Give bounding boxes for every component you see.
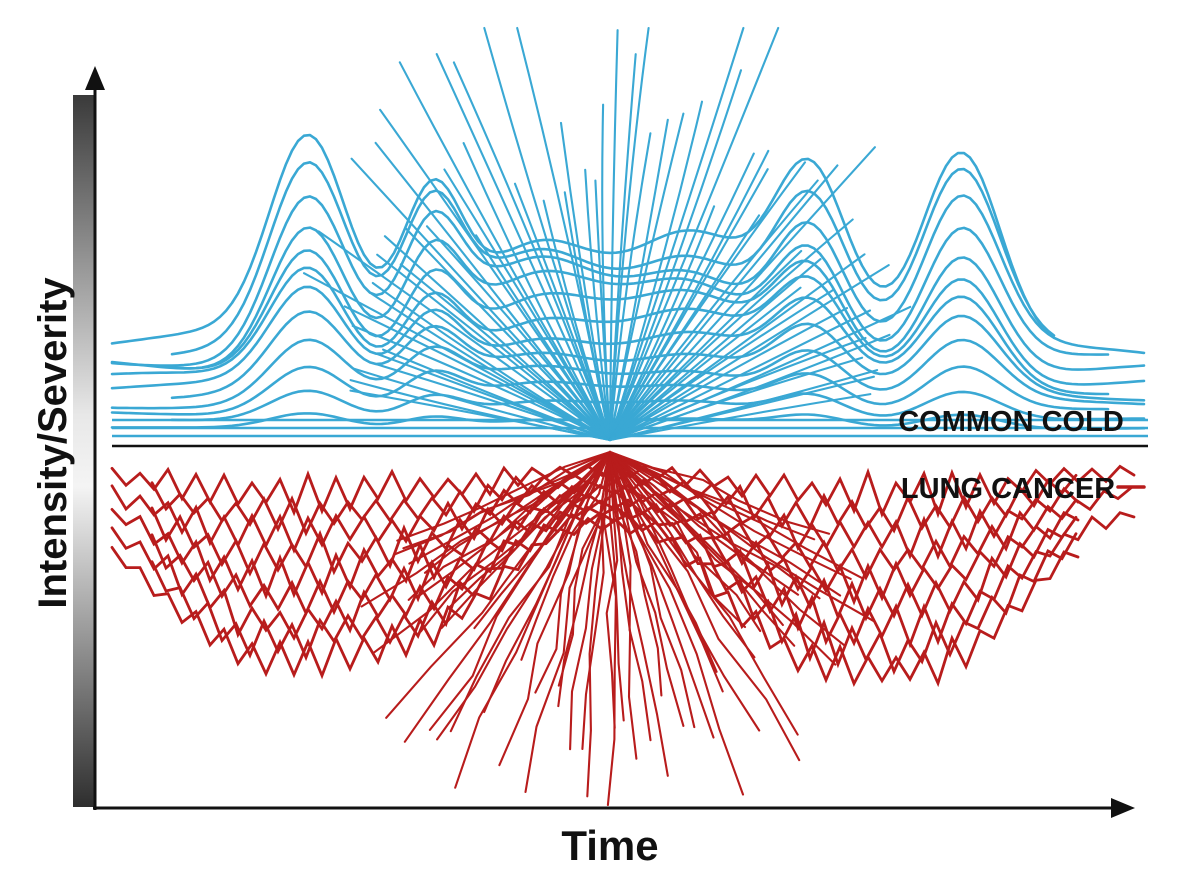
cold-wave-line [110,226,1110,370]
cold-ray [475,234,612,442]
cancer-ray [449,450,612,733]
series-label-lung-cancer: LUNG CANCER [901,473,1115,505]
cold-ray [608,179,819,442]
cold-wave-line [110,133,1056,345]
cancer-ray [608,450,842,597]
cold-ray [404,227,612,442]
cancer-ray [608,450,762,633]
x-axis-arrow [1111,798,1135,818]
y-axis-arrow [85,66,105,90]
cancer-jagged-line [150,511,1078,676]
cancer-ray [454,450,612,789]
cancer-ray [446,450,612,611]
cold-ray [351,324,612,442]
series-common-cold [110,26,1148,442]
cancer-ray [608,450,745,796]
cold-ray [608,164,839,442]
cold-ray [608,309,872,442]
cold-ray [608,26,745,442]
cancer-ray [393,450,612,556]
cancer-ray [608,450,715,739]
cold-ray [608,356,864,442]
cold-ray [608,29,619,442]
series-label-common-cold: COMMON COLD [898,406,1124,438]
cold-ray [371,281,612,442]
cold-ray [608,161,807,442]
cold-ray [608,26,780,442]
cold-ray [516,26,612,442]
cold-ray [608,286,802,442]
cancer-ray [428,450,612,731]
cancer-ray [608,450,816,541]
cold-wave-line [110,338,1146,410]
cancer-ray [608,450,846,647]
cancer-ray [608,450,669,777]
cancer-ray [608,450,801,762]
cold-ray [608,132,652,442]
cold-ray [383,235,612,442]
cold-ray [608,336,867,442]
y-axis-label: Intensity/Severity [31,277,75,609]
cold-ray [376,253,612,442]
cold-ray [584,168,612,442]
cancer-ray [423,450,612,574]
cold-ray [608,69,743,442]
cancer-ray [581,450,612,751]
cold-ray [601,103,612,442]
y-axis-gradient-bar [73,95,95,807]
cancer-ray [608,450,831,535]
cancer-ray [385,450,612,719]
cancer-ray [602,450,617,807]
cancer-ray [608,450,821,600]
cold-ray [398,61,612,442]
cold-ray [435,53,612,442]
cancer-ray [608,450,696,729]
cold-ray [608,26,650,442]
cold-ray [608,218,854,442]
cold-ray [462,142,612,442]
cold-ray [608,393,872,442]
cold-ray [608,375,875,442]
cold-ray [350,157,612,442]
series-lung-cancer [110,450,1136,807]
cold-ray [559,121,612,442]
cancer-ray [608,450,800,596]
cancer-ray [396,450,612,542]
cancer-ray [608,450,799,736]
x-axis-label: Time [561,822,658,869]
cold-ray [608,146,876,442]
cancer-ray [608,450,876,623]
cold-wave-line [110,266,1146,386]
cancer-ray [416,450,612,598]
cancer-ray [608,450,756,659]
cancer-ray [605,450,619,729]
cancer-ray [608,450,652,742]
cold-ray [317,230,612,442]
cancer-ray [608,450,796,647]
cold-ray [608,112,685,442]
cold-ray [542,199,612,442]
cold-ray [608,168,769,442]
cold-ray [349,379,612,442]
cancer-ray [608,450,625,722]
cancer-ray [608,450,761,732]
cold-ray [608,307,849,442]
cold-ray [608,264,890,442]
cold-ray [374,141,612,442]
cancer-ray [520,450,612,661]
cold-ray [382,348,612,442]
cancer-ray [534,450,612,694]
cold-ray [452,61,612,442]
cold-ray [353,367,612,442]
cold-ray [608,289,834,442]
cold-ray [608,152,755,442]
cold-ray [608,100,704,442]
